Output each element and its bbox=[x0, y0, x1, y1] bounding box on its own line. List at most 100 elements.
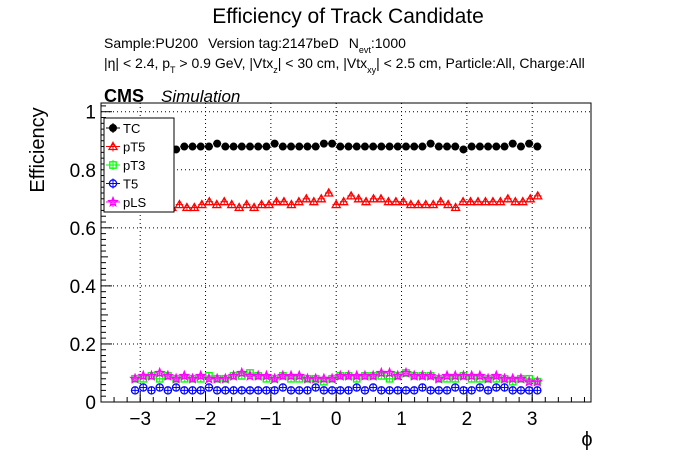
data-point bbox=[170, 372, 182, 384]
data-point bbox=[391, 369, 404, 381]
legend-marker bbox=[107, 141, 119, 151]
data-point bbox=[268, 372, 281, 384]
data-point bbox=[212, 386, 222, 395]
subtitle-sample: Sample:PU200 bbox=[104, 35, 198, 51]
data-point bbox=[344, 386, 353, 395]
data-point bbox=[524, 386, 534, 395]
data-point bbox=[432, 372, 445, 384]
x-tick-label: −3 bbox=[129, 409, 151, 430]
data-point bbox=[303, 386, 312, 395]
data-point bbox=[287, 142, 296, 151]
data-point bbox=[383, 366, 396, 378]
data-point bbox=[450, 383, 460, 392]
data-point bbox=[451, 142, 460, 151]
subtitle-nevt-value: :1000 bbox=[371, 35, 406, 51]
data-point bbox=[331, 199, 342, 209]
data-point bbox=[434, 142, 443, 151]
data-point bbox=[186, 372, 199, 384]
data-point bbox=[428, 199, 439, 209]
data-point bbox=[319, 139, 328, 148]
data-point bbox=[467, 386, 476, 395]
grid-lines bbox=[101, 103, 591, 402]
data-point bbox=[194, 369, 207, 381]
data-point bbox=[410, 142, 419, 151]
data-point bbox=[426, 139, 435, 148]
data-point bbox=[344, 142, 353, 151]
data-point bbox=[475, 383, 485, 392]
data-point bbox=[196, 386, 205, 395]
data-point bbox=[221, 386, 230, 395]
legend-marker bbox=[109, 161, 117, 169]
x-tick-label: −1 bbox=[260, 409, 282, 430]
data-point bbox=[487, 196, 499, 206]
subtitle-nevt: N bbox=[349, 35, 359, 51]
data-point bbox=[401, 142, 410, 151]
data-point bbox=[226, 199, 237, 209]
data-point bbox=[510, 196, 521, 206]
chart-title: Efficiency of Track Candidate bbox=[212, 5, 484, 28]
data-point bbox=[352, 142, 361, 151]
data-point bbox=[418, 383, 427, 392]
data-point bbox=[533, 142, 542, 151]
data-point bbox=[434, 386, 444, 395]
data-point bbox=[435, 196, 446, 206]
data-point bbox=[180, 386, 189, 395]
data-point bbox=[393, 386, 403, 395]
data-point bbox=[139, 383, 148, 392]
data-point bbox=[475, 142, 484, 151]
data-point bbox=[286, 199, 297, 209]
data-point bbox=[420, 199, 431, 209]
data-point bbox=[338, 196, 349, 206]
data-point bbox=[442, 386, 452, 395]
data-point bbox=[336, 142, 345, 151]
y-tick-label: 0.8 bbox=[70, 161, 96, 182]
data-point bbox=[227, 369, 240, 381]
data-point bbox=[155, 383, 164, 392]
data-point bbox=[256, 199, 267, 209]
data-point bbox=[413, 199, 424, 209]
data-point bbox=[525, 139, 534, 148]
data-point bbox=[443, 199, 454, 209]
data-point bbox=[271, 196, 282, 206]
data-point bbox=[145, 369, 158, 381]
data-point bbox=[405, 199, 416, 209]
data-point bbox=[278, 196, 290, 206]
data-point bbox=[235, 366, 248, 378]
data-point bbox=[443, 142, 452, 151]
data-point bbox=[278, 383, 288, 392]
subtitle-version: Version tag:2147beD bbox=[208, 35, 339, 51]
data-point bbox=[346, 190, 357, 200]
y-axis-label: Efficiency bbox=[27, 107, 49, 192]
data-point bbox=[286, 386, 296, 395]
data-point bbox=[495, 196, 506, 206]
data-point bbox=[188, 142, 197, 151]
data-point bbox=[253, 386, 263, 395]
data-point bbox=[517, 196, 528, 206]
data-point bbox=[484, 142, 493, 151]
chart-subtitle-line1: Sample:PU200 Version tag:2147beD Nevt:10… bbox=[104, 35, 406, 55]
data-point bbox=[171, 383, 181, 392]
data-point bbox=[368, 383, 378, 392]
data-point bbox=[311, 142, 320, 151]
legend-marker bbox=[107, 195, 119, 208]
data-point bbox=[385, 386, 394, 395]
data-point bbox=[483, 386, 493, 395]
series-pt5 bbox=[129, 187, 543, 212]
legend-item-pls: pLS bbox=[106, 195, 146, 210]
data-point bbox=[401, 386, 411, 395]
data-point bbox=[308, 196, 319, 206]
data-point bbox=[367, 369, 380, 381]
subtitle-vtxz-sub: z bbox=[273, 65, 278, 75]
data-point bbox=[377, 142, 386, 151]
legend-item-pt5: pT5 bbox=[106, 140, 145, 155]
data-point bbox=[369, 142, 378, 151]
data-point bbox=[459, 145, 468, 154]
legend-item-tc: TC bbox=[106, 121, 140, 136]
data-point bbox=[457, 196, 469, 206]
data-point bbox=[480, 196, 491, 206]
data-point bbox=[262, 142, 271, 151]
data-point bbox=[270, 139, 279, 148]
simulation-label: Simulation bbox=[161, 87, 240, 106]
data-point bbox=[492, 383, 501, 392]
